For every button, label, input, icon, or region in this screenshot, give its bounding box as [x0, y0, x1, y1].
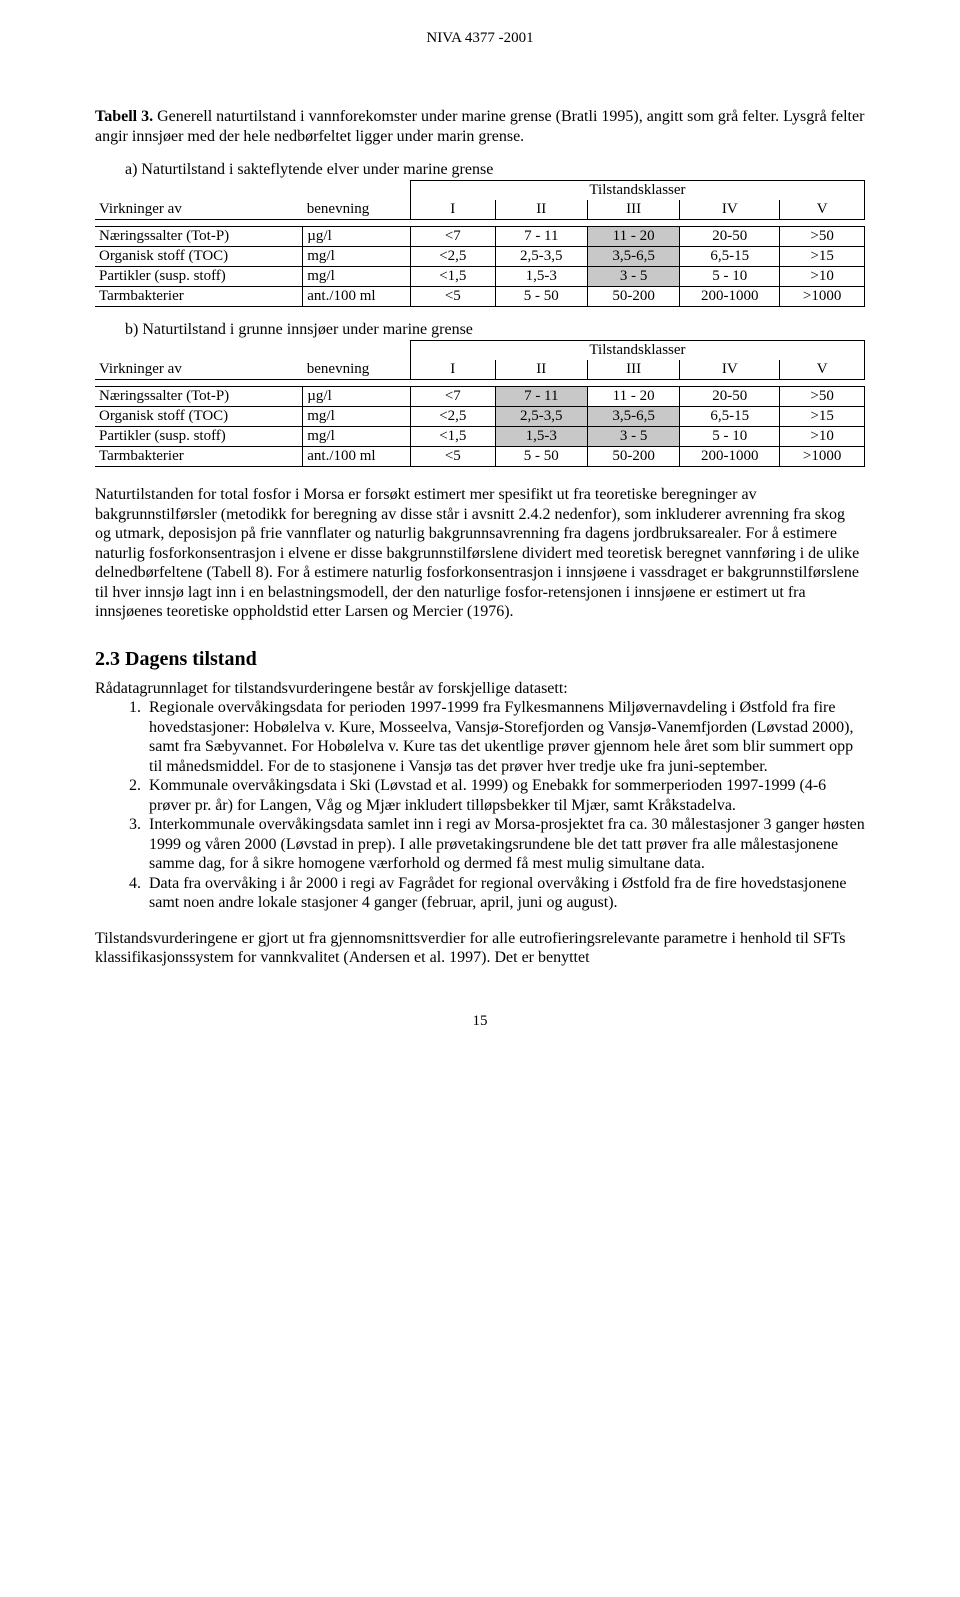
benevning-header: benevning [303, 200, 411, 220]
row-label: Organisk stoff (TOC) [95, 407, 303, 427]
data-cell: 2,5-3,5 [495, 407, 587, 427]
data-cell: 1,5-3 [495, 267, 587, 287]
row-label: Næringssalter (Tot-P) [95, 387, 303, 407]
data-cell: 7 - 11 [495, 387, 587, 407]
table-cell [95, 341, 303, 361]
caption-prefix: Tabell 3. [95, 108, 153, 125]
table-spacer [95, 380, 865, 387]
data-cell: 20-50 [680, 387, 780, 407]
data-cell: 20-50 [680, 227, 780, 247]
data-cell: 5 - 10 [680, 267, 780, 287]
row-label: Næringssalter (Tot-P) [95, 227, 303, 247]
footer-paragraph: Tilstandsvurderingene er gjort ut fra gj… [95, 929, 865, 968]
dagens-list: Regionale overvåkingsdata for perioden 1… [95, 698, 865, 913]
data-cell: 200-1000 [680, 447, 780, 467]
class-col-header: II [495, 360, 587, 380]
data-cell: 11 - 20 [587, 227, 679, 247]
data-cell: 5 - 50 [495, 287, 587, 307]
data-cell: <2,5 [410, 407, 495, 427]
data-cell: >50 [780, 387, 865, 407]
class-col-header: IV [680, 200, 780, 220]
row-unit: ant./100 ml [303, 447, 411, 467]
class-col-header: I [410, 360, 495, 380]
data-cell: >1000 [780, 287, 865, 307]
row-unit: µg/l [303, 227, 411, 247]
data-cell: >1000 [780, 447, 865, 467]
virkninger-header: Virkninger av [95, 360, 303, 380]
table-caption: Tabell 3. Generell naturtilstand i vannf… [95, 107, 865, 147]
class-col-header: II [495, 200, 587, 220]
subcaption-b: b) Naturtilstand i grunne innsjøer under… [125, 321, 865, 339]
subcaption-a: a) Naturtilstand i sakteflytende elver u… [125, 161, 865, 179]
data-cell: <7 [410, 227, 495, 247]
data-cell: <2,5 [410, 247, 495, 267]
row-unit: mg/l [303, 247, 411, 267]
data-cell: <5 [410, 447, 495, 467]
row-label: Partikler (susp. stoff) [95, 427, 303, 447]
data-cell: 11 - 20 [587, 387, 679, 407]
report-header: NIVA 4377 -2001 [95, 30, 865, 47]
virkninger-header: Virkninger av [95, 200, 303, 220]
data-cell: <1,5 [410, 427, 495, 447]
row-unit: mg/l [303, 407, 411, 427]
data-cell: 3,5-6,5 [587, 247, 679, 267]
data-cell: <1,5 [410, 267, 495, 287]
data-cell: 3 - 5 [587, 427, 679, 447]
data-cell: 6,5-15 [680, 407, 780, 427]
data-cell: 5 - 10 [680, 427, 780, 447]
list-item: Interkommunale overvåkingsdata samlet in… [145, 815, 865, 874]
list-item: Regionale overvåkingsdata for perioden 1… [145, 698, 865, 776]
data-cell: >15 [780, 407, 865, 427]
class-col-header: V [780, 200, 865, 220]
list-item: Kommunale overvåkingsdata i Ski (Løvstad… [145, 776, 865, 815]
data-cell: 7 - 11 [495, 227, 587, 247]
caption-text: Generell naturtilstand i vannforekomster… [95, 108, 864, 145]
data-cell: 200-1000 [680, 287, 780, 307]
data-cell: <5 [410, 287, 495, 307]
row-label: Tarmbakterier [95, 447, 303, 467]
class-col-header: IV [680, 360, 780, 380]
table-b: TilstandsklasserVirkninger av benevningI… [95, 340, 865, 467]
tilstandsklasser-header: Tilstandsklasser [410, 341, 864, 361]
data-cell: 2,5-3,5 [495, 247, 587, 267]
row-unit: ant./100 ml [303, 287, 411, 307]
row-unit: µg/l [303, 387, 411, 407]
row-label: Organisk stoff (TOC) [95, 247, 303, 267]
data-cell: 3,5-6,5 [587, 407, 679, 427]
row-label: Partikler (susp. stoff) [95, 267, 303, 287]
body-paragraph: Naturtilstanden for total fosfor i Morsa… [95, 485, 865, 622]
class-col-header: I [410, 200, 495, 220]
table-cell [303, 341, 411, 361]
table-cell [303, 181, 411, 201]
tilstandsklasser-header: Tilstandsklasser [410, 181, 864, 201]
data-cell: >10 [780, 427, 865, 447]
data-cell: 6,5-15 [680, 247, 780, 267]
dagens-intro: Rådatagrunnlaget for tilstandsvurderinge… [95, 679, 865, 699]
data-cell: >10 [780, 267, 865, 287]
row-unit: mg/l [303, 267, 411, 287]
section-heading: 2.3 Dagens tilstand [95, 648, 865, 671]
class-col-header: V [780, 360, 865, 380]
class-col-header: III [587, 200, 679, 220]
data-cell: 50-200 [587, 287, 679, 307]
row-unit: mg/l [303, 427, 411, 447]
table-spacer [95, 220, 865, 227]
row-label: Tarmbakterier [95, 287, 303, 307]
data-cell: 50-200 [587, 447, 679, 467]
data-cell: 1,5-3 [495, 427, 587, 447]
class-col-header: III [587, 360, 679, 380]
page-number: 15 [95, 1013, 865, 1030]
data-cell: >15 [780, 247, 865, 267]
data-cell: 5 - 50 [495, 447, 587, 467]
table-cell [95, 181, 303, 201]
data-cell: <7 [410, 387, 495, 407]
data-cell: >50 [780, 227, 865, 247]
benevning-header: benevning [303, 360, 411, 380]
data-cell: 3 - 5 [587, 267, 679, 287]
list-item: Data fra overvåking i år 2000 i regi av … [145, 874, 865, 913]
table-a: TilstandsklasserVirkninger av benevningI… [95, 180, 865, 307]
